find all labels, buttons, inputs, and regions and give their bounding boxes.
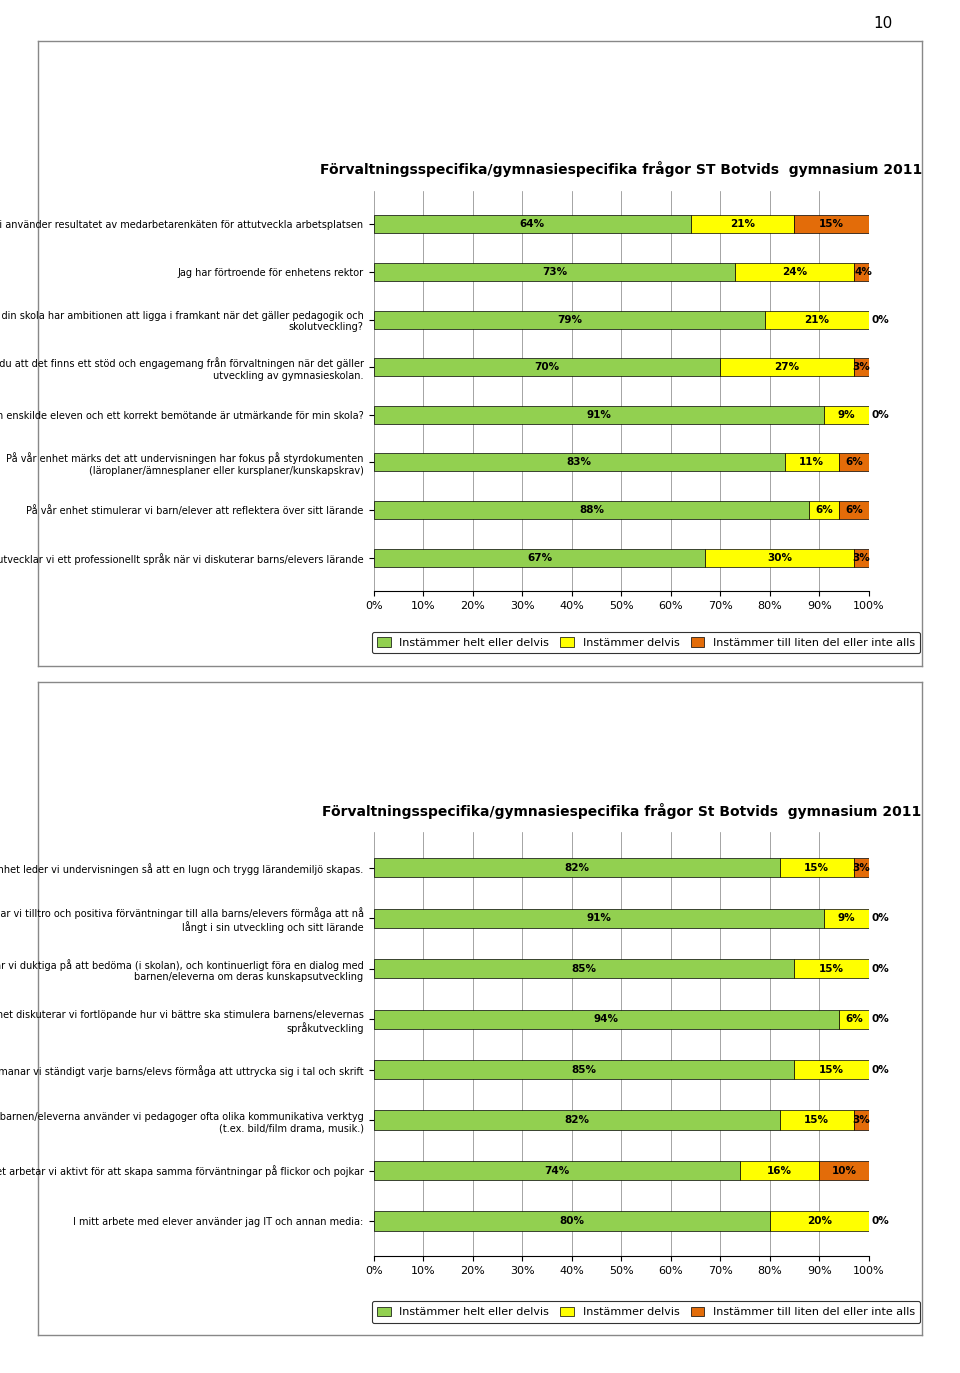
Bar	[795, 960, 869, 978]
Bar	[853, 358, 869, 376]
Text: 15%: 15%	[804, 862, 829, 873]
Bar	[374, 1162, 740, 1179]
Text: 0%: 0%	[871, 964, 889, 973]
Text: 74%: 74%	[544, 1166, 569, 1175]
Bar	[819, 1162, 869, 1179]
Text: 15%: 15%	[819, 1064, 844, 1075]
Text: 0%: 0%	[871, 1015, 889, 1024]
Bar	[853, 858, 869, 877]
Bar	[824, 909, 869, 928]
Text: 6%: 6%	[845, 1015, 863, 1024]
Text: 73%: 73%	[542, 266, 567, 277]
Text: 85%: 85%	[572, 964, 597, 973]
Text: 82%: 82%	[564, 862, 589, 873]
Text: 24%: 24%	[781, 266, 807, 277]
Text: 0%: 0%	[871, 913, 889, 923]
Text: 0%: 0%	[871, 314, 889, 324]
Text: 21%: 21%	[730, 220, 755, 229]
Bar	[740, 1162, 819, 1179]
Bar	[374, 216, 690, 233]
Text: 6%: 6%	[815, 505, 833, 515]
Text: 3%: 3%	[852, 552, 870, 563]
Bar	[374, 1211, 770, 1230]
Bar	[853, 1111, 869, 1130]
Text: 0%: 0%	[871, 409, 889, 420]
Bar	[374, 358, 720, 376]
Bar	[853, 549, 869, 567]
Text: 0%: 0%	[871, 1216, 889, 1226]
Bar	[374, 549, 706, 567]
Text: 79%: 79%	[557, 314, 582, 324]
Text: 4%: 4%	[854, 266, 873, 277]
Bar	[824, 406, 869, 424]
Bar	[839, 501, 869, 519]
Bar	[795, 1060, 869, 1079]
Title: Förvaltningsspecifika/gymnasiespecifika frågor ST Botvids  gymnasium 2011: Förvaltningsspecifika/gymnasiespecifika …	[321, 162, 923, 177]
Bar	[374, 909, 824, 928]
Bar	[374, 960, 795, 978]
Text: 9%: 9%	[837, 409, 855, 420]
Text: 15%: 15%	[819, 964, 844, 973]
Bar	[374, 406, 824, 424]
Text: 11%: 11%	[800, 457, 825, 467]
Text: 83%: 83%	[566, 457, 591, 467]
Text: 30%: 30%	[767, 552, 792, 563]
Bar	[780, 1111, 853, 1130]
Text: 6%: 6%	[845, 505, 863, 515]
Text: 0%: 0%	[871, 1064, 889, 1075]
Title: Förvaltningsspecifika/gymnasiespecifika frågor St Botvids  gymnasium 2011: Förvaltningsspecifika/gymnasiespecifika …	[322, 803, 921, 818]
Text: 9%: 9%	[837, 913, 855, 923]
Text: 3%: 3%	[852, 1115, 870, 1124]
Text: 15%: 15%	[819, 220, 844, 229]
Text: 70%: 70%	[535, 362, 560, 372]
Bar	[795, 216, 869, 233]
Text: 3%: 3%	[852, 862, 870, 873]
Bar	[765, 310, 869, 328]
Bar	[809, 501, 839, 519]
Bar	[839, 453, 869, 471]
Bar	[374, 1111, 780, 1130]
Bar	[706, 549, 853, 567]
Legend: Instämmer helt eller delvis, Instämmer delvis, Instämmer till liten del eller in: Instämmer helt eller delvis, Instämmer d…	[372, 1302, 921, 1322]
Text: 10: 10	[874, 16, 893, 32]
Bar	[374, 858, 780, 877]
Text: 85%: 85%	[572, 1064, 597, 1075]
Text: 82%: 82%	[564, 1115, 589, 1124]
Bar	[853, 264, 874, 281]
Bar	[374, 501, 809, 519]
Bar	[374, 310, 765, 328]
Text: 20%: 20%	[806, 1216, 831, 1226]
Text: 91%: 91%	[587, 409, 612, 420]
Bar	[780, 858, 853, 877]
Text: 21%: 21%	[804, 314, 829, 324]
Text: 6%: 6%	[845, 457, 863, 467]
Bar	[690, 216, 795, 233]
Bar	[720, 358, 853, 376]
Bar	[735, 264, 853, 281]
Text: 80%: 80%	[560, 1216, 585, 1226]
Bar	[374, 1009, 839, 1028]
Bar	[770, 1211, 869, 1230]
Text: 10%: 10%	[831, 1166, 856, 1175]
Text: 67%: 67%	[527, 552, 552, 563]
Bar	[839, 1009, 869, 1028]
Legend: Instämmer helt eller delvis, Instämmer delvis, Instämmer till liten del eller in: Instämmer helt eller delvis, Instämmer d…	[372, 632, 921, 654]
Text: 64%: 64%	[519, 220, 545, 229]
Text: 3%: 3%	[852, 362, 870, 372]
Text: 94%: 94%	[594, 1015, 619, 1024]
Text: 27%: 27%	[775, 362, 800, 372]
Bar	[374, 1060, 795, 1079]
Text: 16%: 16%	[767, 1166, 792, 1175]
Text: 15%: 15%	[804, 1115, 829, 1124]
Bar	[374, 264, 735, 281]
Text: 88%: 88%	[579, 505, 604, 515]
Bar	[374, 453, 784, 471]
Bar	[784, 453, 839, 471]
Text: 91%: 91%	[587, 913, 612, 923]
